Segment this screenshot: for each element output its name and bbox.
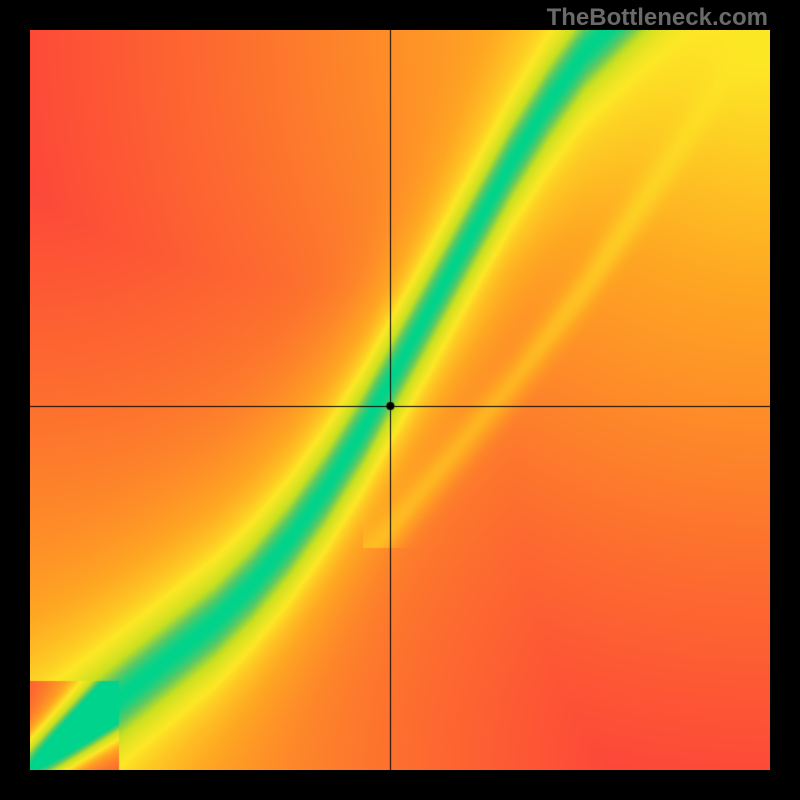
- bottleneck-heatmap: [30, 30, 770, 770]
- watermark-text: TheBottleneck.com: [547, 4, 768, 32]
- chart-container: { "chart": { "type": "heatmap", "outer_w…: [0, 0, 800, 800]
